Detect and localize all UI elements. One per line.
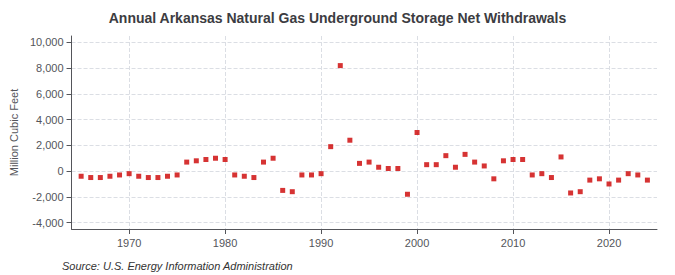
svg-text:4,000: 4,000 (36, 114, 64, 126)
svg-text:2020: 2020 (597, 237, 621, 249)
svg-text:Annual Arkansas Natural Gas Un: Annual Arkansas Natural Gas Underground … (109, 10, 567, 26)
svg-text:0: 0 (57, 165, 63, 177)
svg-text:-2,000: -2,000 (32, 191, 63, 203)
svg-text:1990: 1990 (309, 237, 333, 249)
svg-text:8,000: 8,000 (36, 62, 64, 74)
svg-text:Million Cubic Feet: Million Cubic Feet (8, 89, 20, 176)
svg-text:2010: 2010 (501, 237, 525, 249)
svg-text:-4,000: -4,000 (32, 217, 63, 229)
svg-text:6,000: 6,000 (36, 88, 64, 100)
svg-text:10,000: 10,000 (30, 36, 64, 48)
svg-text:1970: 1970 (117, 237, 141, 249)
svg-text:1980: 1980 (213, 237, 237, 249)
svg-text:Source: U.S. Energy Informatio: Source: U.S. Energy Information Administ… (62, 260, 293, 272)
svg-text:2,000: 2,000 (36, 139, 64, 151)
svg-text:2000: 2000 (405, 237, 429, 249)
